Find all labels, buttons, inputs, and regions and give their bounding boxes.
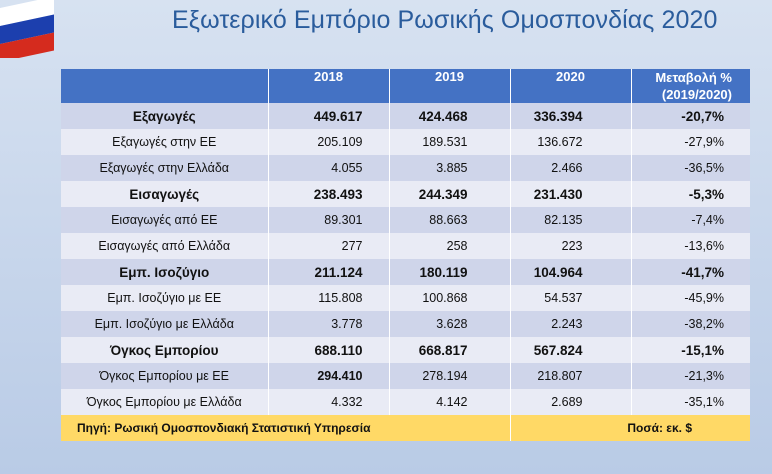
cell-change: -13,6% xyxy=(630,233,750,259)
source-note: Πηγή: Ρωσική Ομοσπονδιακή Στατιστική Υπη… xyxy=(61,415,510,441)
cell-2018: 205.109 xyxy=(267,129,389,155)
header-2018: 2018 xyxy=(267,69,389,103)
table-row: Εισαγωγές από ΕΕ 89.301 88.663 82.135 -7… xyxy=(61,207,750,233)
table-footer-row: Πηγή: Ρωσική Ομοσπονδιακή Στατιστική Υπη… xyxy=(61,415,750,441)
table-row: Εμπ. Ισοζύγιο με ΕΕ 115.808 100.868 54.5… xyxy=(61,285,750,311)
row-label: Εμπ. Ισοζύγιο με ΕΕ xyxy=(61,285,268,311)
cell-change: -35,1% xyxy=(630,389,750,415)
cell-2020: 2.689 xyxy=(509,389,631,415)
cell-change: -21,3% xyxy=(630,363,750,389)
cell-2018: 449.617 xyxy=(267,103,389,129)
table-row: Εξαγωγές στην Ελλάδα 4.055 3.885 2.466 -… xyxy=(61,155,750,181)
cell-change: -15,1% xyxy=(630,337,750,363)
cell-2020: 2.466 xyxy=(509,155,631,181)
header-change-line1: Μεταβολή % xyxy=(655,70,732,85)
cell-2019: 278.194 xyxy=(388,363,510,389)
cell-2018: 238.493 xyxy=(267,181,389,207)
table-row: Όγκος Εμπορίου με ΕΕ 294.410 278.194 218… xyxy=(61,363,750,389)
cell-2018: 89.301 xyxy=(267,207,389,233)
header-2019: 2019 xyxy=(388,69,510,103)
page-title: Εξωτερικό Εμπόριο Ρωσικής Ομοσπονδίας 20… xyxy=(172,6,718,34)
cell-2018: 4.332 xyxy=(267,389,389,415)
cell-2018: 3.778 xyxy=(267,311,389,337)
trade-table: 2018 2019 2020 Μεταβολή % (2019/2020) Εξ… xyxy=(61,69,750,441)
row-label: Εισαγωγές από ΕΕ xyxy=(61,207,268,233)
header-change-line2: (2019/2020) xyxy=(661,87,732,102)
table-row: Εξαγωγές στην ΕΕ 205.109 189.531 136.672… xyxy=(61,129,750,155)
row-label: Εξαγωγές στην Ελλάδα xyxy=(61,155,268,181)
cell-2020: 223 xyxy=(509,233,631,259)
cell-change: -38,2% xyxy=(630,311,750,337)
cell-2020: 82.135 xyxy=(509,207,631,233)
cell-2019: 668.817 xyxy=(388,337,510,363)
cell-2019: 4.142 xyxy=(388,389,510,415)
row-label: Εισαγωγές από Ελλάδα xyxy=(61,233,268,259)
table-row: Όγκος Εμπορίου 688.110 668.817 567.824 -… xyxy=(61,337,750,363)
cell-2020: 54.537 xyxy=(509,285,631,311)
cell-change: -27,9% xyxy=(630,129,750,155)
table-row: Εισαγωγές από Ελλάδα 277 258 223 -13,6% xyxy=(61,233,750,259)
cell-2019: 180.119 xyxy=(388,259,510,285)
cell-2019: 189.531 xyxy=(388,129,510,155)
table-row: Εμπ. Ισοζύγιο με Ελλάδα 3.778 3.628 2.24… xyxy=(61,311,750,337)
cell-change: -7,4% xyxy=(630,207,750,233)
row-label: Όγκος Εμπορίου xyxy=(61,337,268,363)
cell-2018: 115.808 xyxy=(267,285,389,311)
row-label: Εμπ. Ισοζύγιο xyxy=(61,259,268,285)
row-label: Εμπ. Ισοζύγιο με Ελλάδα xyxy=(61,311,268,337)
row-label: Όγκος Εμπορίου με Ελλάδα xyxy=(61,389,268,415)
cell-change: -41,7% xyxy=(630,259,750,285)
table-row: Εξαγωγές 449.617 424.468 336.394 -20,7% xyxy=(61,103,750,129)
cell-2018: 294.410 xyxy=(267,363,389,389)
table-row: Εισαγωγές 238.493 244.349 231.430 -5,3% xyxy=(61,181,750,207)
cell-change: -45,9% xyxy=(630,285,750,311)
cell-2019: 258 xyxy=(388,233,510,259)
row-label: Εισαγωγές xyxy=(61,181,268,207)
table-header-row: 2018 2019 2020 Μεταβολή % (2019/2020) xyxy=(61,69,750,103)
row-label: Εξαγωγές στην ΕΕ xyxy=(61,129,268,155)
row-label: Όγκος Εμπορίου με ΕΕ xyxy=(61,363,268,389)
header-change: Μεταβολή % (2019/2020) xyxy=(630,69,750,103)
unit-note: Ποσά: εκ. $ xyxy=(509,415,750,441)
header-label xyxy=(61,69,268,103)
header-2020: 2020 xyxy=(509,69,631,103)
row-label: Εξαγωγές xyxy=(61,103,268,129)
cell-2020: 2.243 xyxy=(509,311,631,337)
cell-2018: 688.110 xyxy=(267,337,389,363)
cell-2018: 211.124 xyxy=(267,259,389,285)
cell-2019: 88.663 xyxy=(388,207,510,233)
cell-2019: 424.468 xyxy=(388,103,510,129)
cell-2019: 244.349 xyxy=(388,181,510,207)
cell-2019: 3.628 xyxy=(388,311,510,337)
cell-2018: 277 xyxy=(267,233,389,259)
table-row: Εμπ. Ισοζύγιο 211.124 180.119 104.964 -4… xyxy=(61,259,750,285)
cell-change: -36,5% xyxy=(630,155,750,181)
cell-change: -5,3% xyxy=(630,181,750,207)
russian-flag-icon xyxy=(0,0,54,58)
cell-2020: 218.807 xyxy=(509,363,631,389)
cell-2020: 136.672 xyxy=(509,129,631,155)
cell-2020: 104.964 xyxy=(509,259,631,285)
cell-2019: 3.885 xyxy=(388,155,510,181)
cell-2020: 336.394 xyxy=(509,103,631,129)
cell-2020: 567.824 xyxy=(509,337,631,363)
cell-change: -20,7% xyxy=(630,103,750,129)
cell-2019: 100.868 xyxy=(388,285,510,311)
cell-2018: 4.055 xyxy=(267,155,389,181)
table-row: Όγκος Εμπορίου με Ελλάδα 4.332 4.142 2.6… xyxy=(61,389,750,415)
cell-2020: 231.430 xyxy=(509,181,631,207)
